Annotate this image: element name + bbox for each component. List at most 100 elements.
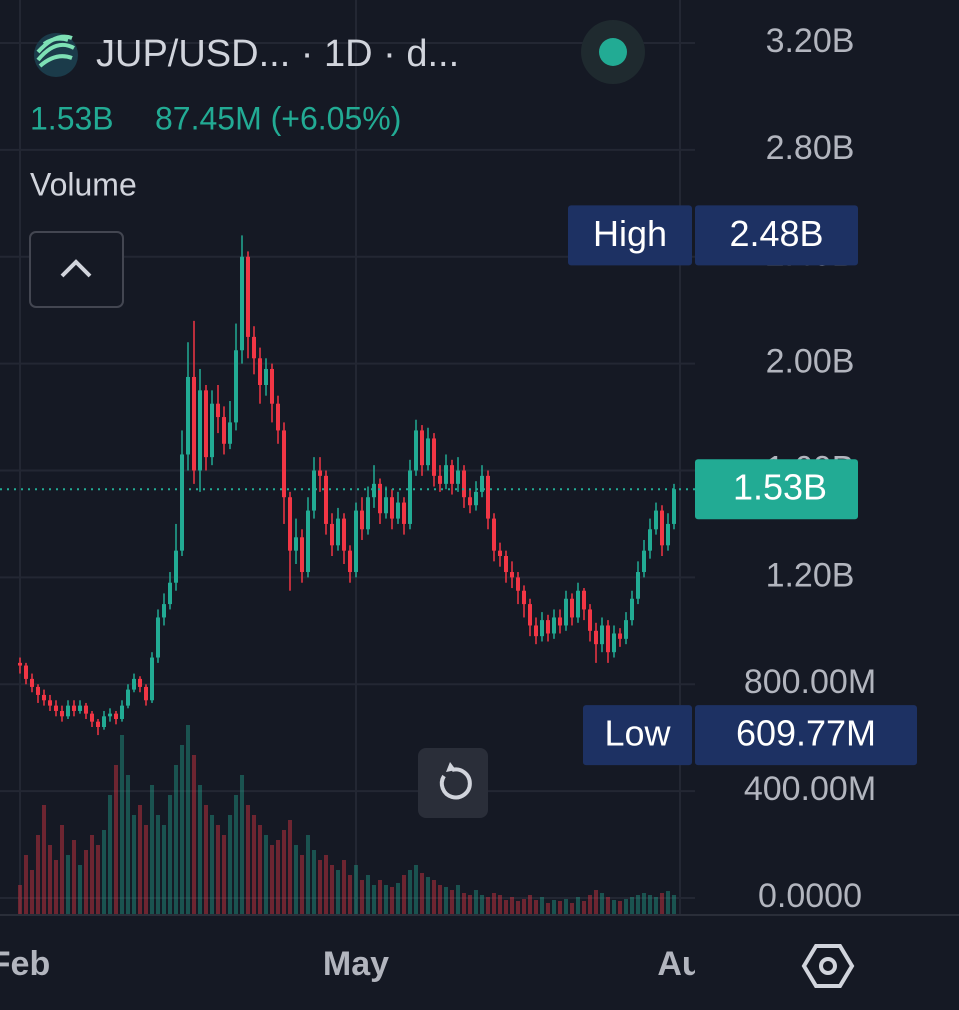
volume-bar	[588, 895, 592, 915]
candle-body	[306, 510, 310, 573]
candle-body	[552, 617, 556, 634]
candle-body	[42, 694, 46, 701]
volume-bar	[492, 893, 496, 915]
volume-bar	[168, 795, 172, 915]
candle-body	[456, 470, 460, 484]
volume-bar	[150, 785, 154, 915]
candle-body	[324, 475, 328, 524]
volume-bar	[120, 735, 124, 915]
candle-body	[276, 403, 280, 431]
volume-bar	[66, 855, 70, 915]
candle-body	[36, 686, 40, 695]
y-tick-label: 0.0000	[758, 877, 862, 915]
candle-body	[294, 537, 298, 551]
candle-body	[444, 465, 448, 484]
candle-body	[600, 625, 604, 645]
volume-bar	[138, 805, 142, 915]
volume-bar	[582, 901, 586, 915]
volume-bar	[510, 897, 514, 915]
candle-body	[174, 550, 178, 583]
volume-bar	[636, 895, 640, 915]
volume-bar	[660, 893, 664, 915]
candle-body	[546, 620, 550, 634]
volume-bar	[450, 890, 454, 915]
volume-bar	[468, 895, 472, 915]
candle-body	[336, 518, 340, 546]
volume-bar	[474, 890, 478, 915]
y-tick-label: 400.00M	[744, 770, 876, 808]
volume-bar	[366, 875, 370, 915]
candle-body	[288, 497, 292, 551]
volume-bar	[264, 835, 268, 915]
candle-body	[630, 598, 634, 621]
candle-body	[534, 625, 538, 637]
candle-body	[540, 620, 544, 637]
candle-body	[378, 483, 382, 514]
collapse-button[interactable]	[29, 231, 124, 308]
candle-body	[156, 617, 160, 658]
candle-body	[318, 470, 322, 476]
candle-body	[624, 620, 628, 639]
candle-body	[330, 523, 334, 546]
candle-body	[576, 590, 580, 618]
volume-bar	[528, 895, 532, 915]
candle-body	[144, 686, 148, 701]
volume-bar	[336, 870, 340, 915]
x-tick-label: Feb	[0, 945, 50, 983]
candle-body	[582, 590, 586, 610]
volume-bar	[378, 880, 382, 915]
y-tick-label: 3.20B	[766, 22, 855, 60]
volume-bar	[216, 825, 220, 915]
candle-body	[138, 678, 142, 687]
volume-bar	[486, 897, 490, 915]
candle-body	[204, 390, 208, 458]
candle-body	[30, 678, 34, 687]
volume-bar	[516, 901, 520, 915]
volume-bar	[24, 855, 28, 915]
settings-button[interactable]	[801, 944, 855, 988]
candle-body	[180, 454, 184, 551]
candle-body	[258, 358, 262, 385]
volume-bar	[456, 885, 460, 915]
candle-body	[558, 617, 562, 626]
volume-bar	[600, 893, 604, 915]
volume-bar	[420, 873, 424, 915]
candle-body	[474, 491, 478, 506]
volume-bar	[234, 795, 238, 915]
candle-body	[498, 550, 502, 556]
legend-close: 1.53B	[30, 100, 114, 136]
volume-bar	[408, 870, 412, 915]
candle-body	[384, 497, 388, 514]
volume-bar	[132, 815, 136, 915]
y-tick-label: 2.80B	[766, 129, 855, 167]
volume-bar	[228, 815, 232, 915]
candle-body	[672, 489, 676, 524]
volume-bar	[672, 895, 676, 915]
candle-layer	[18, 235, 676, 736]
volume-bar	[156, 815, 160, 915]
reset-button[interactable]	[418, 748, 488, 818]
low-tag-label: Low	[604, 713, 671, 754]
volume-bar	[222, 835, 226, 915]
candle-body	[354, 510, 358, 573]
low-tag	[583, 705, 692, 766]
candle-body	[78, 705, 82, 711]
candle-body	[342, 518, 346, 551]
volume-bar	[534, 900, 538, 915]
candle-body	[438, 475, 442, 484]
candle-body	[432, 438, 436, 476]
candle-body	[642, 550, 646, 573]
volume-bar	[432, 880, 436, 915]
candle-body	[228, 422, 232, 444]
candle-body	[588, 609, 592, 631]
candle-body	[462, 470, 466, 498]
volume-bar	[306, 835, 310, 915]
candle-body	[480, 475, 484, 492]
volume-bar	[36, 835, 40, 915]
candle-body	[570, 598, 574, 618]
volume-bar	[144, 825, 148, 915]
candle-body	[648, 529, 652, 551]
candle-body	[528, 604, 532, 626]
